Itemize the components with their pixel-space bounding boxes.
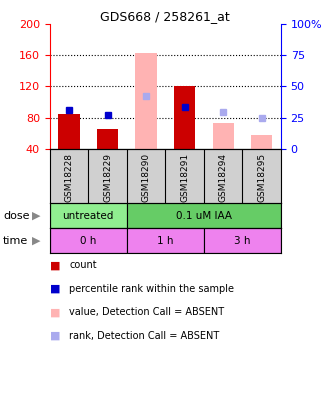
Bar xyxy=(50,228,127,253)
Bar xyxy=(135,53,157,149)
Text: GSM18295: GSM18295 xyxy=(257,153,266,202)
Text: count: count xyxy=(69,260,97,270)
Bar xyxy=(127,203,281,228)
Text: 0 h: 0 h xyxy=(80,236,97,246)
Text: ■: ■ xyxy=(50,331,60,341)
Title: GDS668 / 258261_at: GDS668 / 258261_at xyxy=(100,10,230,23)
Text: 0.1 uM IAA: 0.1 uM IAA xyxy=(176,211,232,221)
Text: GSM18229: GSM18229 xyxy=(103,153,112,202)
Bar xyxy=(97,129,118,149)
Text: dose: dose xyxy=(3,211,30,221)
Bar xyxy=(251,135,272,149)
Text: value, Detection Call = ABSENT: value, Detection Call = ABSENT xyxy=(69,307,224,317)
Text: GSM18294: GSM18294 xyxy=(219,153,228,202)
Text: ■: ■ xyxy=(50,284,60,294)
Bar xyxy=(174,87,195,149)
Text: time: time xyxy=(3,236,29,246)
Bar xyxy=(213,123,234,149)
Text: GSM18228: GSM18228 xyxy=(65,153,74,202)
Bar xyxy=(204,228,281,253)
Text: percentile rank within the sample: percentile rank within the sample xyxy=(69,284,234,294)
Text: GSM18290: GSM18290 xyxy=(142,153,151,202)
Text: ■: ■ xyxy=(50,260,60,270)
Text: untreated: untreated xyxy=(63,211,114,221)
Bar xyxy=(50,203,127,228)
Text: ▶: ▶ xyxy=(32,211,40,221)
Text: 1 h: 1 h xyxy=(157,236,174,246)
Text: ▶: ▶ xyxy=(32,236,40,246)
Text: ■: ■ xyxy=(50,307,60,317)
Text: GSM18291: GSM18291 xyxy=(180,153,189,202)
Text: 3 h: 3 h xyxy=(234,236,251,246)
Bar xyxy=(127,228,204,253)
Text: rank, Detection Call = ABSENT: rank, Detection Call = ABSENT xyxy=(69,331,219,341)
Bar xyxy=(58,114,80,149)
